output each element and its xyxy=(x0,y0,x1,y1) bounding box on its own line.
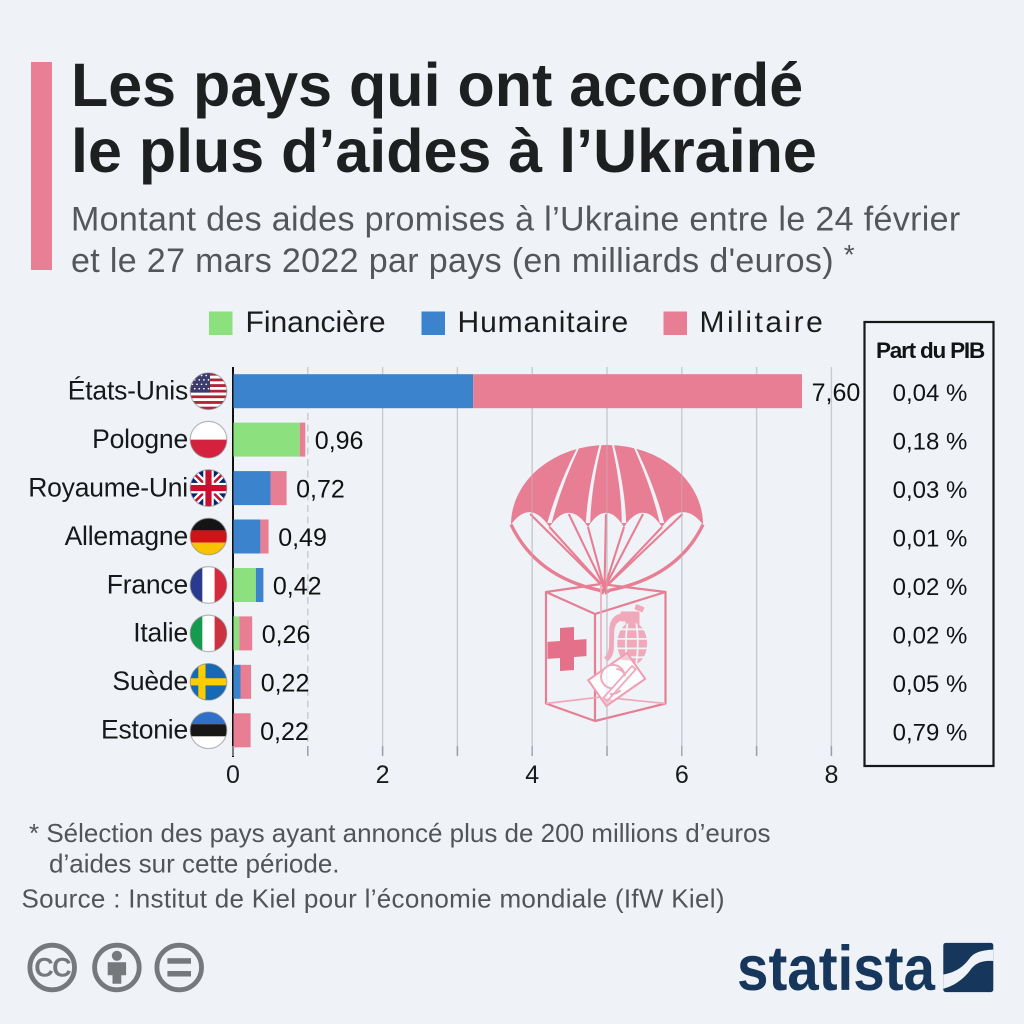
svg-text:0,02 %: 0,02 % xyxy=(893,574,968,601)
svg-text:Italie: Italie xyxy=(133,618,188,648)
svg-text:Suède: Suède xyxy=(112,666,188,696)
svg-text:Humanitaire: Humanitaire xyxy=(458,306,630,339)
svg-text:Financière: Financière xyxy=(246,306,386,339)
svg-text:4: 4 xyxy=(525,761,539,789)
svg-text:8: 8 xyxy=(824,761,838,789)
svg-text:et le 27 mars 2022 par pays (e: et le 27 mars 2022 par pays (en milliard… xyxy=(71,239,855,280)
svg-text:0,03 %: 0,03 % xyxy=(893,477,968,504)
svg-text:Estonie: Estonie xyxy=(101,715,188,745)
svg-text:0,72: 0,72 xyxy=(296,476,345,504)
svg-text:États-Unis: États-Unis xyxy=(68,376,188,406)
svg-text:CC: CC xyxy=(34,953,71,983)
svg-text:0,49: 0,49 xyxy=(278,524,327,552)
svg-text:statista: statista xyxy=(737,934,936,1004)
svg-text:2: 2 xyxy=(376,761,390,789)
svg-text:0,26: 0,26 xyxy=(262,621,311,649)
svg-text:Pologne: Pologne xyxy=(92,424,188,454)
svg-text:0,96: 0,96 xyxy=(315,427,364,455)
svg-text:Part du PIB: Part du PIB xyxy=(876,338,985,363)
svg-text:0,22: 0,22 xyxy=(261,669,310,697)
svg-text:Militaire: Militaire xyxy=(700,306,826,339)
svg-text:0,79 %: 0,79 % xyxy=(893,719,968,746)
svg-text:7,60: 7,60 xyxy=(812,379,861,407)
svg-text:0,22: 0,22 xyxy=(260,718,309,746)
svg-text:d’aides sur cette période.: d’aides sur cette période. xyxy=(49,849,340,879)
svg-text:0,02 %: 0,02 % xyxy=(893,622,968,649)
svg-text:0,01 %: 0,01 % xyxy=(893,526,968,553)
svg-text:* Sélection des pays ayant ann: * Sélection des pays ayant annoncé plus … xyxy=(29,818,770,848)
svg-text:France: France xyxy=(107,569,188,599)
svg-text:0,18 %: 0,18 % xyxy=(893,429,968,456)
svg-text:Royaume-Uni: Royaume-Uni xyxy=(28,472,188,502)
svg-text:6: 6 xyxy=(675,761,689,789)
svg-text:0,04 %: 0,04 % xyxy=(893,380,968,407)
svg-text:Montant des aides promises à l: Montant des aides promises à l’Ukraine e… xyxy=(71,201,961,239)
svg-text:0,42: 0,42 xyxy=(273,573,322,601)
svg-text:Source : Institut de Kiel pour: Source : Institut de Kiel pour l’économi… xyxy=(22,884,725,914)
svg-text:0: 0 xyxy=(226,761,240,789)
svg-text:Les pays qui ont accordé: Les pays qui ont accordé xyxy=(71,51,803,119)
svg-text:Allemagne: Allemagne xyxy=(65,521,188,551)
svg-text:0,05 %: 0,05 % xyxy=(893,671,968,698)
svg-text:le plus d’aides à l’Ukraine: le plus d’aides à l’Ukraine xyxy=(71,117,817,185)
